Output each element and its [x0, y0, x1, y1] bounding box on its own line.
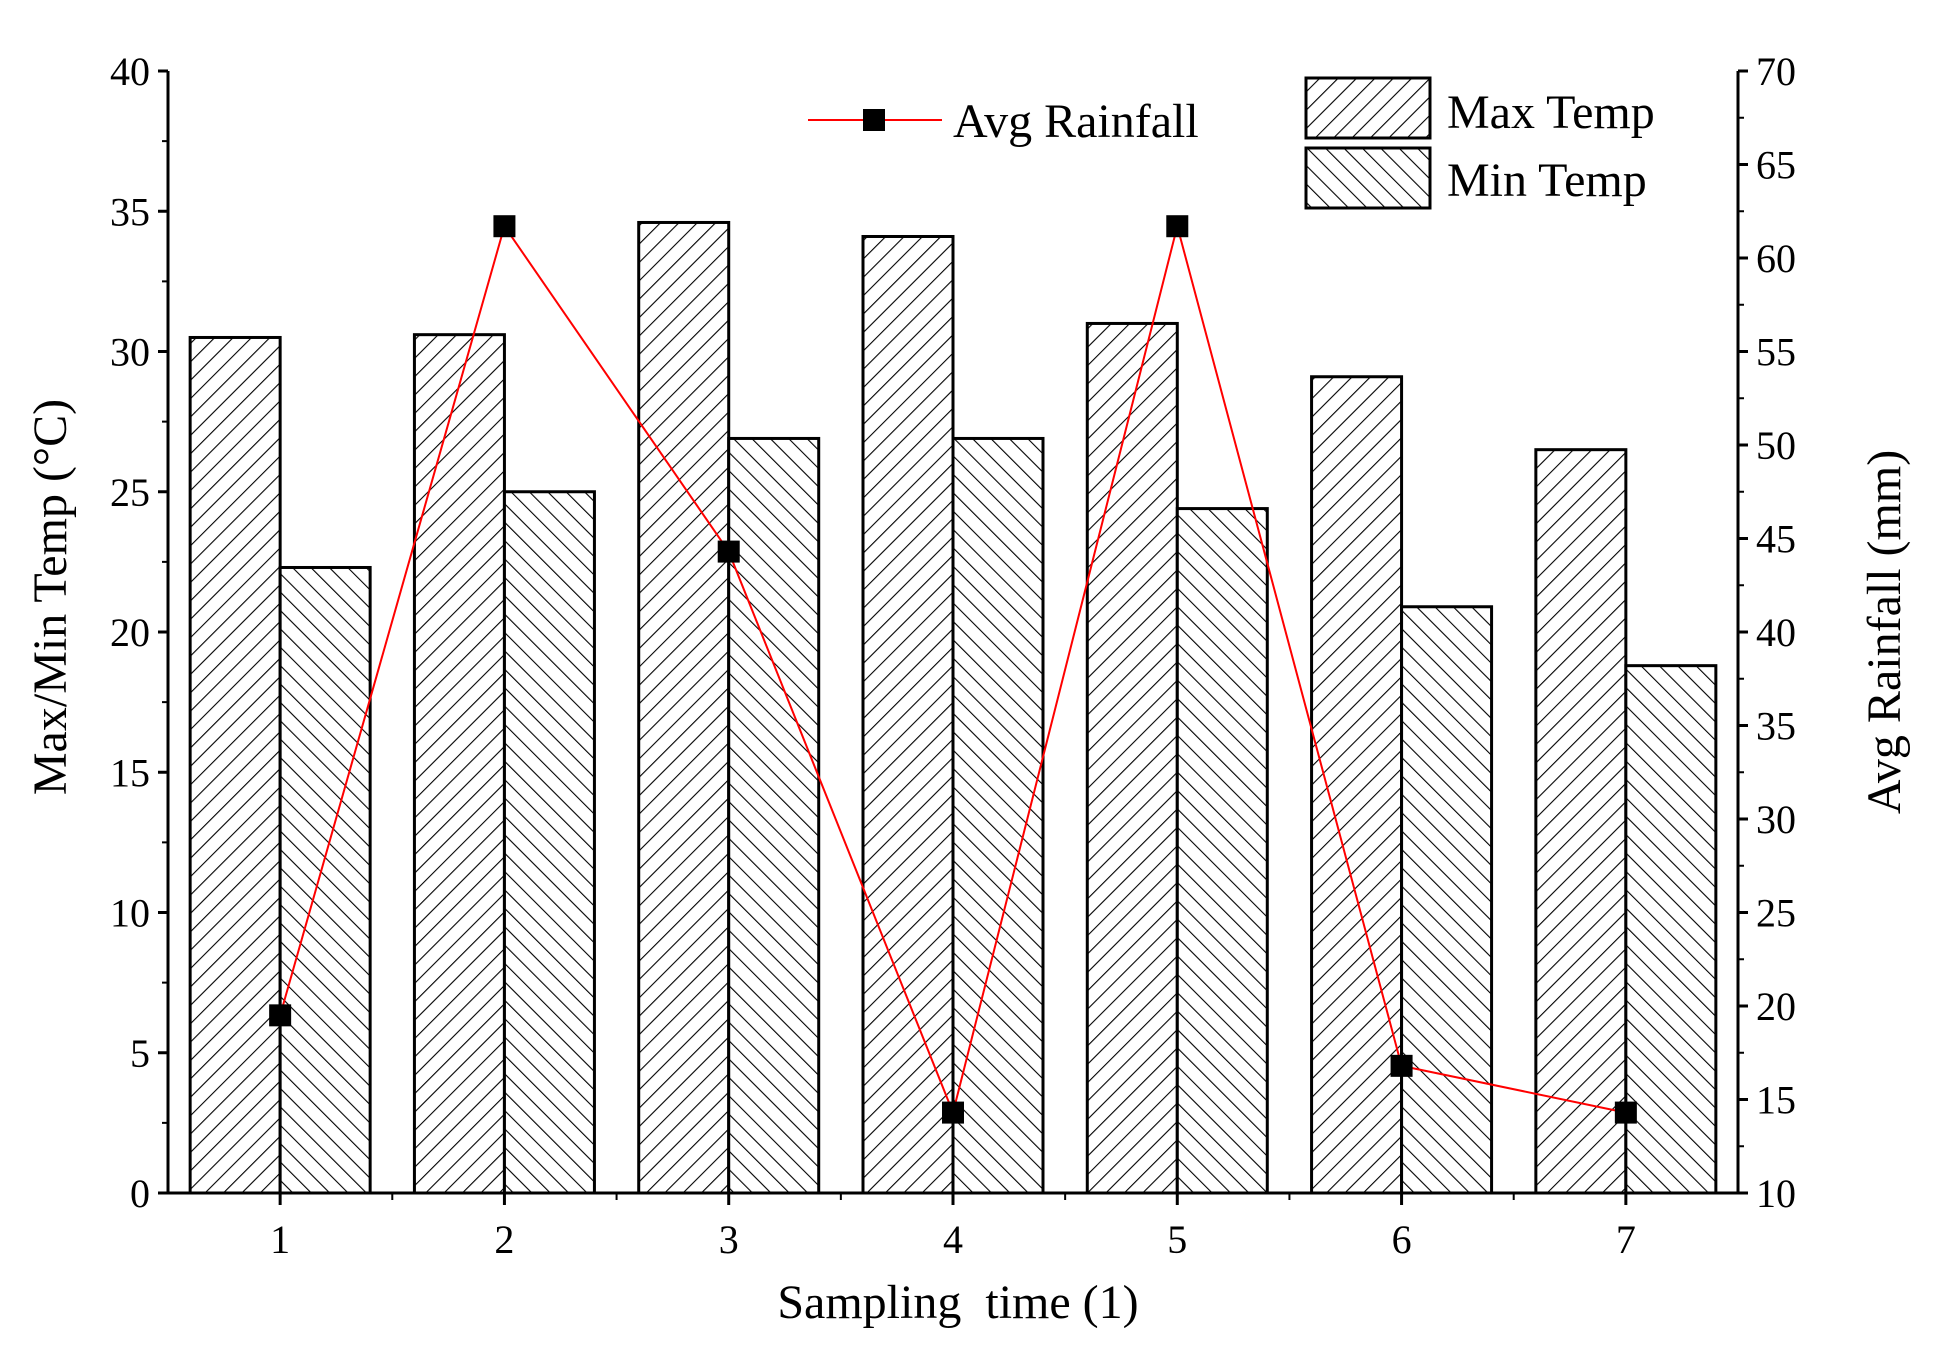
x-tick-label-2: 2 [494, 1217, 514, 1262]
y2-axis-title: Avg Rainfall (mm) [1858, 450, 1911, 814]
y-tick-label-10: 10 [110, 891, 150, 936]
rainfall-marker-3 [717, 540, 740, 563]
y-tick-label-40: 40 [110, 49, 150, 94]
bar-min-temp-6 [1400, 605, 1494, 1195]
y2-tick-label-55: 55 [1756, 330, 1796, 375]
x-tick-label-4: 4 [943, 1217, 963, 1262]
rainfall-marker-4 [942, 1101, 964, 1124]
y2-tick-label-65: 65 [1756, 143, 1796, 188]
y-tick-label-30: 30 [110, 330, 150, 375]
legend-square-marker [863, 109, 885, 131]
rainfall-marker-2 [493, 215, 516, 238]
y-tick-label-20: 20 [110, 610, 150, 655]
bar-min-temp-5 [1175, 507, 1269, 1195]
y-axis-title: Max/Min Temp (°C) [24, 399, 77, 795]
bar-min-temp-4 [951, 436, 1045, 1195]
y2-tick-label-25: 25 [1756, 891, 1796, 936]
legend-swatch-max-temp [1304, 76, 1432, 140]
rainfall-marker-5 [1166, 215, 1189, 238]
y-tick-label-5: 5 [130, 1031, 150, 1076]
bar-max-temp-3 [637, 220, 731, 1195]
bar-max-temp-4 [861, 234, 955, 1195]
legend-label-avg-rainfall: Avg Rainfall [953, 95, 1199, 148]
x-tick-label-5: 5 [1167, 1217, 1187, 1262]
axes-layer: 0510152025303540101520253035404550556065… [110, 49, 1796, 1262]
bars-layer [188, 220, 1718, 1195]
y2-tick-label-20: 20 [1756, 984, 1796, 1029]
y-tick-label-0: 0 [130, 1171, 150, 1216]
x-tick-label-7: 7 [1616, 1217, 1636, 1262]
bar-min-temp-1 [278, 565, 372, 1195]
y2-tick-label-60: 60 [1756, 236, 1796, 281]
bar-max-temp-2 [412, 333, 506, 1195]
bar-max-temp-7 [1534, 448, 1628, 1195]
x-tick-label-6: 6 [1392, 1217, 1412, 1262]
legend: Avg Rainfall Max Temp Min Temp [808, 76, 1655, 210]
bar-min-temp-2 [502, 490, 596, 1195]
y2-tick-label-45: 45 [1756, 517, 1796, 562]
rainfall-marker-6 [1390, 1054, 1413, 1077]
y2-tick-label-10: 10 [1756, 1171, 1796, 1216]
bar-min-temp-7 [1624, 664, 1718, 1195]
y-tick-label-35: 35 [110, 189, 150, 234]
y2-tick-label-50: 50 [1756, 423, 1796, 468]
bar-min-temp-3 [727, 436, 821, 1195]
legend-swatch-min-temp [1304, 146, 1432, 210]
rainfall-marker-1 [269, 1004, 292, 1027]
x-tick-label-3: 3 [719, 1217, 739, 1262]
bar-max-temp-6 [1310, 375, 1404, 1195]
x-axis-title: Sampling time (1) [777, 1276, 1138, 1329]
rainfall-line-layer [269, 215, 1637, 1124]
legend-label-max-temp: Max Temp [1447, 86, 1655, 139]
y2-tick-label-70: 70 [1756, 49, 1796, 94]
y2-tick-label-15: 15 [1756, 1078, 1796, 1123]
x-tick-label-1: 1 [270, 1217, 290, 1262]
y-tick-label-15: 15 [110, 750, 150, 795]
y2-tick-label-35: 35 [1756, 704, 1796, 749]
bar-max-temp-5 [1085, 321, 1179, 1195]
y-tick-label-25: 25 [110, 470, 150, 515]
legend-label-min-temp: Min Temp [1447, 154, 1647, 207]
rainfall-marker-7 [1614, 1101, 1637, 1124]
bar-max-temp-1 [188, 335, 282, 1195]
y2-tick-label-30: 30 [1756, 797, 1796, 842]
y2-tick-label-40: 40 [1756, 610, 1796, 655]
